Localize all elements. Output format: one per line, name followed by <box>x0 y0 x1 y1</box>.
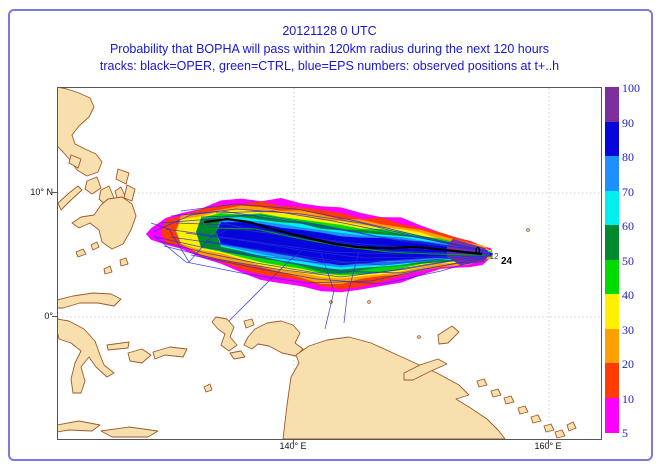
colorbar-label: 30 <box>622 322 634 337</box>
land-polygon <box>123 184 136 202</box>
land-polygon <box>106 341 130 351</box>
land-polygon <box>119 257 129 267</box>
eps-outlier-track <box>343 250 360 324</box>
colorbar-segment <box>605 397 619 433</box>
eps-outlier-track <box>228 250 302 322</box>
land-polygon <box>90 241 100 251</box>
land-polygon <box>554 429 566 439</box>
colorbar-segment <box>605 190 619 226</box>
x-axis-label: 160° E <box>534 441 562 451</box>
x-axis-tick <box>547 439 549 444</box>
colorbar-label: 100 <box>622 81 640 95</box>
land-polygon <box>476 378 488 388</box>
land-polygon <box>127 348 152 364</box>
chart-subtitle: Probability that BOPHA will pass within … <box>109 42 550 56</box>
oper-track <box>203 217 483 256</box>
x-axis-label: 140° E <box>279 441 307 451</box>
land-polygon <box>58 292 122 309</box>
colorbar-label: 90 <box>622 115 634 130</box>
land-polygon <box>437 325 460 345</box>
probability-colorbar <box>605 87 619 433</box>
eps-member-track <box>205 240 488 266</box>
colorbar-label: 20 <box>622 357 634 371</box>
land-polygon <box>229 350 246 360</box>
y-axis-label: 0° <box>44 311 53 321</box>
land-polygon <box>490 388 502 398</box>
land-polygon <box>71 196 137 250</box>
land-polygon <box>503 395 515 405</box>
colorbar-label: 70 <box>622 184 634 199</box>
colorbar-segment <box>605 225 619 260</box>
land-polygon <box>530 414 542 424</box>
small-island <box>526 228 530 232</box>
observed-position-label: -12 <box>487 252 499 261</box>
y-axis-tick <box>52 315 57 317</box>
land-polygon <box>517 405 529 415</box>
chart-title-datetime: 20121128 0 UTC <box>282 24 377 38</box>
eps-member-track <box>200 214 488 252</box>
land-polygon <box>403 358 448 381</box>
land-polygon <box>75 248 87 258</box>
map-plot-area <box>57 87 602 440</box>
colorbar-label: 5 <box>622 426 628 440</box>
land-polygon <box>115 168 130 185</box>
land-polygon <box>543 423 555 433</box>
x-axis-tick <box>292 439 294 444</box>
land-polygon <box>58 420 101 433</box>
colorbar-segment <box>605 294 619 329</box>
y-axis-tick <box>52 191 57 193</box>
land-polygon <box>152 346 188 360</box>
land-polygon <box>103 265 113 275</box>
observed-position-label: 0 <box>475 246 481 257</box>
colorbar-label: 10 <box>622 391 634 406</box>
eps-member-track <box>163 245 488 278</box>
small-island <box>367 300 371 304</box>
colorbar-segment <box>605 87 619 122</box>
land-polygon <box>68 154 82 169</box>
colorbar-segment <box>605 121 619 157</box>
land-polygon <box>211 316 238 352</box>
land-polygon <box>100 426 159 438</box>
ctrl-track <box>210 227 485 256</box>
eps-member-track <box>158 240 486 274</box>
land-polygon <box>243 320 304 357</box>
land-polygon <box>58 318 115 394</box>
land-polygon <box>566 421 577 432</box>
colorbar-segment <box>605 156 619 191</box>
colorbar-label: 80 <box>622 150 634 164</box>
land-polygon <box>58 185 83 211</box>
small-island <box>417 335 421 339</box>
colorbar-segment <box>605 259 619 295</box>
colorbar-label: 40 <box>622 288 634 302</box>
eps-member-track <box>220 250 488 274</box>
map-canvas <box>58 88 601 439</box>
land-polygon <box>84 176 102 195</box>
land-polygon <box>203 383 213 393</box>
y-axis-label: 10° N <box>30 187 53 197</box>
colorbar-label: 50 <box>622 253 634 268</box>
land-polygon <box>243 318 255 329</box>
land-polygon <box>282 336 506 439</box>
observed-position-label: 24 <box>501 256 513 267</box>
colorbar-label: 60 <box>622 219 634 233</box>
eps-member-track <box>185 232 482 259</box>
eps-outlier-track <box>320 252 335 330</box>
eps-member-track <box>190 254 487 285</box>
tracks-legend-text: tracks: black=OPER, green=CTRL, blue=EPS… <box>99 59 560 73</box>
colorbar-segment <box>605 363 619 398</box>
eps-member-track <box>215 210 489 252</box>
colorbar-segment <box>605 328 619 364</box>
eps-member-track <box>150 222 234 263</box>
